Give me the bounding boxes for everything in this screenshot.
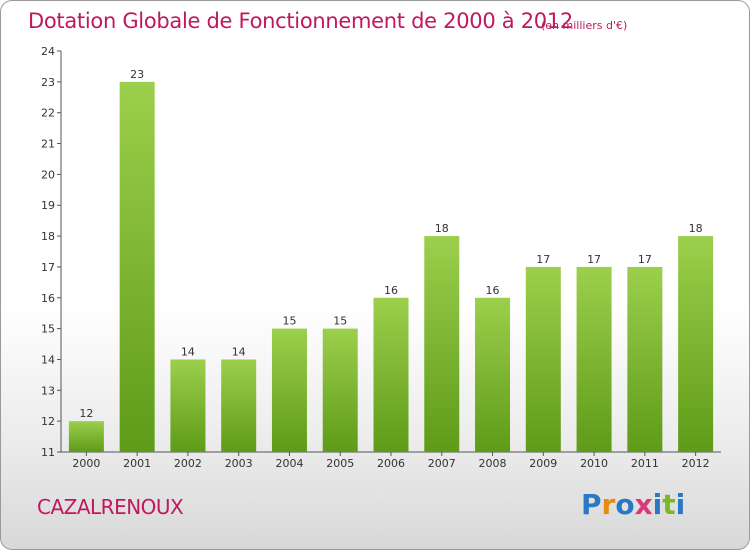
- bar: [119, 81, 155, 452]
- x-tick-label: 2001: [123, 457, 151, 470]
- logo-letter: r: [601, 488, 616, 521]
- bars: 12 23 14 14 15 15 16 18 16 17 17 17 18: [68, 68, 714, 452]
- bar: [475, 297, 511, 452]
- x-tick-label: 2005: [326, 457, 354, 470]
- bar: [221, 359, 257, 452]
- y-tick-label: 12: [41, 415, 55, 428]
- bar-value-label: 18: [435, 222, 449, 235]
- y-tick-label: 18: [41, 230, 55, 243]
- logo-letter: x: [634, 488, 653, 521]
- bar-value-label: 23: [130, 68, 144, 81]
- bar-value-label: 17: [536, 253, 550, 266]
- y-tick-label: 17: [41, 261, 55, 274]
- bar-value-label: 16: [384, 284, 398, 297]
- bar: [322, 328, 358, 452]
- bar-value-label: 15: [282, 315, 296, 328]
- x-tick-label: 2008: [479, 457, 507, 470]
- y-tick-label: 14: [41, 353, 55, 366]
- bar-value-label: 16: [486, 284, 500, 297]
- town-name: CAZALRENOUX: [37, 495, 184, 519]
- bar: [424, 236, 460, 452]
- bar: [525, 266, 561, 452]
- y-tick-label: 16: [41, 292, 55, 305]
- y-tick-label: 19: [41, 199, 55, 212]
- bar-value-label: 15: [333, 315, 347, 328]
- x-tick-label: 2000: [72, 457, 100, 470]
- bar: [373, 297, 409, 452]
- x-tick-label: 2012: [682, 457, 710, 470]
- bar: [627, 266, 663, 452]
- x-tick-label: 2003: [225, 457, 253, 470]
- y-tick-label: 21: [41, 138, 55, 151]
- logo-letter: i: [652, 488, 663, 521]
- bar-value-label: 14: [232, 345, 246, 358]
- bar: [678, 236, 714, 452]
- bar: [170, 359, 206, 452]
- y-tick-label: 22: [41, 107, 55, 120]
- logo-letter: i: [675, 488, 686, 521]
- chart-title: Dotation Globale de Fonctionnement de 20…: [28, 9, 573, 33]
- unit-label: (en milliers d'€): [541, 19, 628, 32]
- bar: [271, 328, 307, 452]
- logo-letter: o: [615, 488, 635, 521]
- x-tick-label: 2010: [580, 457, 608, 470]
- logo-letter: P: [581, 488, 602, 521]
- bar-value-label: 12: [79, 407, 93, 420]
- y-tick-label: 15: [41, 323, 55, 336]
- bar-value-label: 17: [587, 253, 601, 266]
- x-tick-label: 2004: [275, 457, 303, 470]
- x-tick-label: 2007: [428, 457, 456, 470]
- y-tick-label: 13: [41, 384, 55, 397]
- y-tick-label: 23: [41, 76, 55, 89]
- x-tick-label: 2006: [377, 457, 405, 470]
- x-tick-label: 2011: [631, 457, 659, 470]
- logo-letter: t: [662, 488, 676, 521]
- axes: 11 12 13 14 15 16 17 18 19 20 21 22 23 24 2000 2001 2002…: [41, 45, 721, 470]
- y-tick-label: 24: [41, 45, 55, 58]
- x-tick-label: 2009: [529, 457, 557, 470]
- bar-value-label: 17: [638, 253, 652, 266]
- bar-value-label: 14: [181, 345, 195, 358]
- x-tick-label: 2002: [174, 457, 202, 470]
- proxiti-logo[interactable]: Proxiti: [581, 488, 685, 521]
- y-tick-label: 20: [41, 168, 55, 181]
- bar: [576, 266, 612, 452]
- bar-value-label: 18: [689, 222, 703, 235]
- y-tick-label: 11: [41, 446, 55, 459]
- bar: [68, 421, 104, 452]
